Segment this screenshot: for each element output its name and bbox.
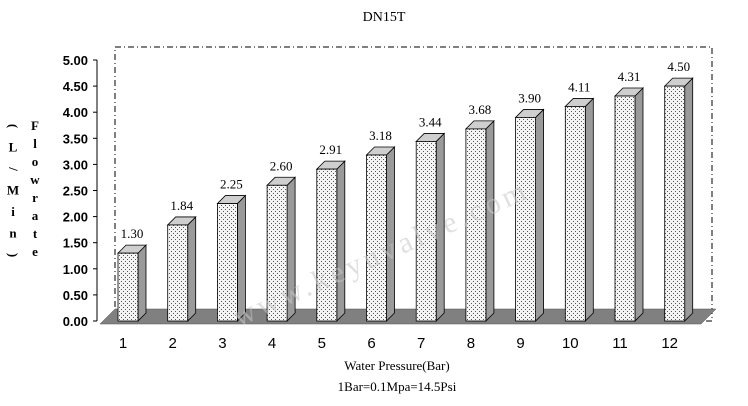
y-label-char: t: [33, 226, 38, 241]
data-label: 2.60: [270, 158, 293, 173]
data-label: 1.84: [170, 198, 193, 213]
data-label: 4.11: [568, 79, 590, 94]
data-label: 3.44: [419, 114, 442, 129]
x-tick-label: 1: [119, 335, 127, 352]
x-tick-label: 3: [218, 335, 226, 352]
x-tick-label: 12: [661, 335, 678, 352]
x-tick-label: 11: [612, 335, 628, 352]
x-axis-ticks: 1 2 3 4 5 6 7 8 9 10 11 12: [119, 335, 678, 352]
bar-side: [336, 160, 346, 322]
x-tick-label: 2: [169, 335, 177, 352]
bar: [515, 117, 536, 322]
y-tick-label: 4.00: [63, 105, 88, 120]
bar-side: [584, 97, 594, 322]
y-label-char: ): [6, 253, 21, 257]
data-label: 4.31: [618, 69, 641, 84]
bar-group: 3.90: [514, 90, 545, 322]
data-label: 4.50: [667, 59, 690, 74]
y-axis: 0.00 0.50 1.00 1.50 2.00 2.50 3.00 3.50 4.00 4.50…: [63, 53, 98, 329]
plot-area-border: [114, 46, 713, 322]
y-tick-label: 5.00: [63, 53, 88, 68]
bar-group: 2.60: [266, 158, 297, 322]
y-label-char: i: [11, 204, 15, 219]
bar-group: 3.44: [415, 114, 446, 322]
x-tick-label: 10: [562, 335, 579, 352]
floor-surface: [99, 308, 717, 325]
x-tick-label: 7: [417, 335, 425, 352]
y-tick-label: 2.50: [63, 184, 88, 199]
bar-side: [634, 87, 644, 322]
data-label: 1.30: [121, 226, 144, 241]
y-label-char: r: [32, 190, 38, 205]
y-label-char: (: [6, 124, 21, 128]
bar-group: 2.25: [216, 177, 247, 322]
bar-group: 2.91: [315, 142, 346, 322]
x-tick-label: 5: [318, 335, 326, 352]
y-label-char: n: [9, 226, 17, 241]
y-label-char: /: [6, 166, 21, 171]
x-tick-label: 4: [268, 335, 276, 352]
bar: [415, 141, 437, 322]
y-tick-label: 1.00: [63, 262, 88, 277]
bar: [266, 184, 288, 322]
y-tick-label: 3.00: [63, 157, 88, 172]
bar: [564, 106, 586, 322]
y-label-char: e: [32, 244, 38, 259]
y-label-char: o: [32, 154, 39, 169]
y-label-char: l: [33, 136, 37, 151]
y-label-char: F: [31, 118, 39, 133]
y-label-char: w: [30, 172, 40, 187]
bar-side: [684, 77, 694, 322]
y-label-char: M: [7, 183, 19, 198]
y-tick-label: 2.00: [63, 210, 88, 225]
bar: [216, 203, 238, 322]
bar-group: 4.50: [663, 59, 694, 322]
y-tick-label: 0.50: [63, 288, 88, 303]
data-label: 3.68: [469, 102, 492, 117]
bar-group: 3.18: [365, 128, 396, 322]
y-tick-label: 3.50: [63, 131, 88, 146]
bar: [465, 128, 487, 322]
bar: [664, 85, 686, 322]
bar-group: 4.31: [614, 69, 644, 322]
y-tick-label: 4.50: [63, 79, 88, 94]
chart-title: DN15T: [363, 10, 406, 25]
bar-group: 1.30: [117, 226, 147, 322]
bar-group: 4.11: [564, 79, 595, 322]
data-label: 2.25: [220, 177, 243, 192]
bars: 1.30 1.84 2.25 2.60 2.91 3.18 3.44 3.68 3.90 4.11…: [117, 59, 694, 322]
data-label: 2.91: [319, 142, 342, 157]
x-tick-label: 6: [367, 335, 375, 352]
y-label-char: L: [9, 140, 18, 155]
y-label-char: a: [32, 208, 39, 223]
bar-group: 3.68: [464, 102, 495, 322]
y-tick-label: 0.00: [63, 314, 88, 329]
x-tick-label: 9: [516, 335, 524, 352]
x-tick-label: 8: [467, 335, 475, 352]
bar-side: [187, 215, 197, 322]
conversion-note: 1Bar=0.1Mpa=14.5Psi: [338, 379, 457, 394]
bar-side: [137, 244, 147, 322]
bar-side: [535, 108, 544, 322]
bar: [117, 252, 139, 322]
bar-group: 1.84: [166, 198, 197, 322]
bar: [316, 168, 338, 322]
data-label: 3.90: [518, 90, 541, 105]
bar: [614, 95, 636, 322]
x-axis-label: Water Pressure(Bar): [344, 358, 449, 373]
data-label: 3.18: [369, 128, 392, 143]
bar: [167, 224, 189, 322]
chart-floor: [99, 308, 717, 325]
y-tick-label: 1.50: [63, 236, 88, 251]
bar: [366, 154, 387, 322]
